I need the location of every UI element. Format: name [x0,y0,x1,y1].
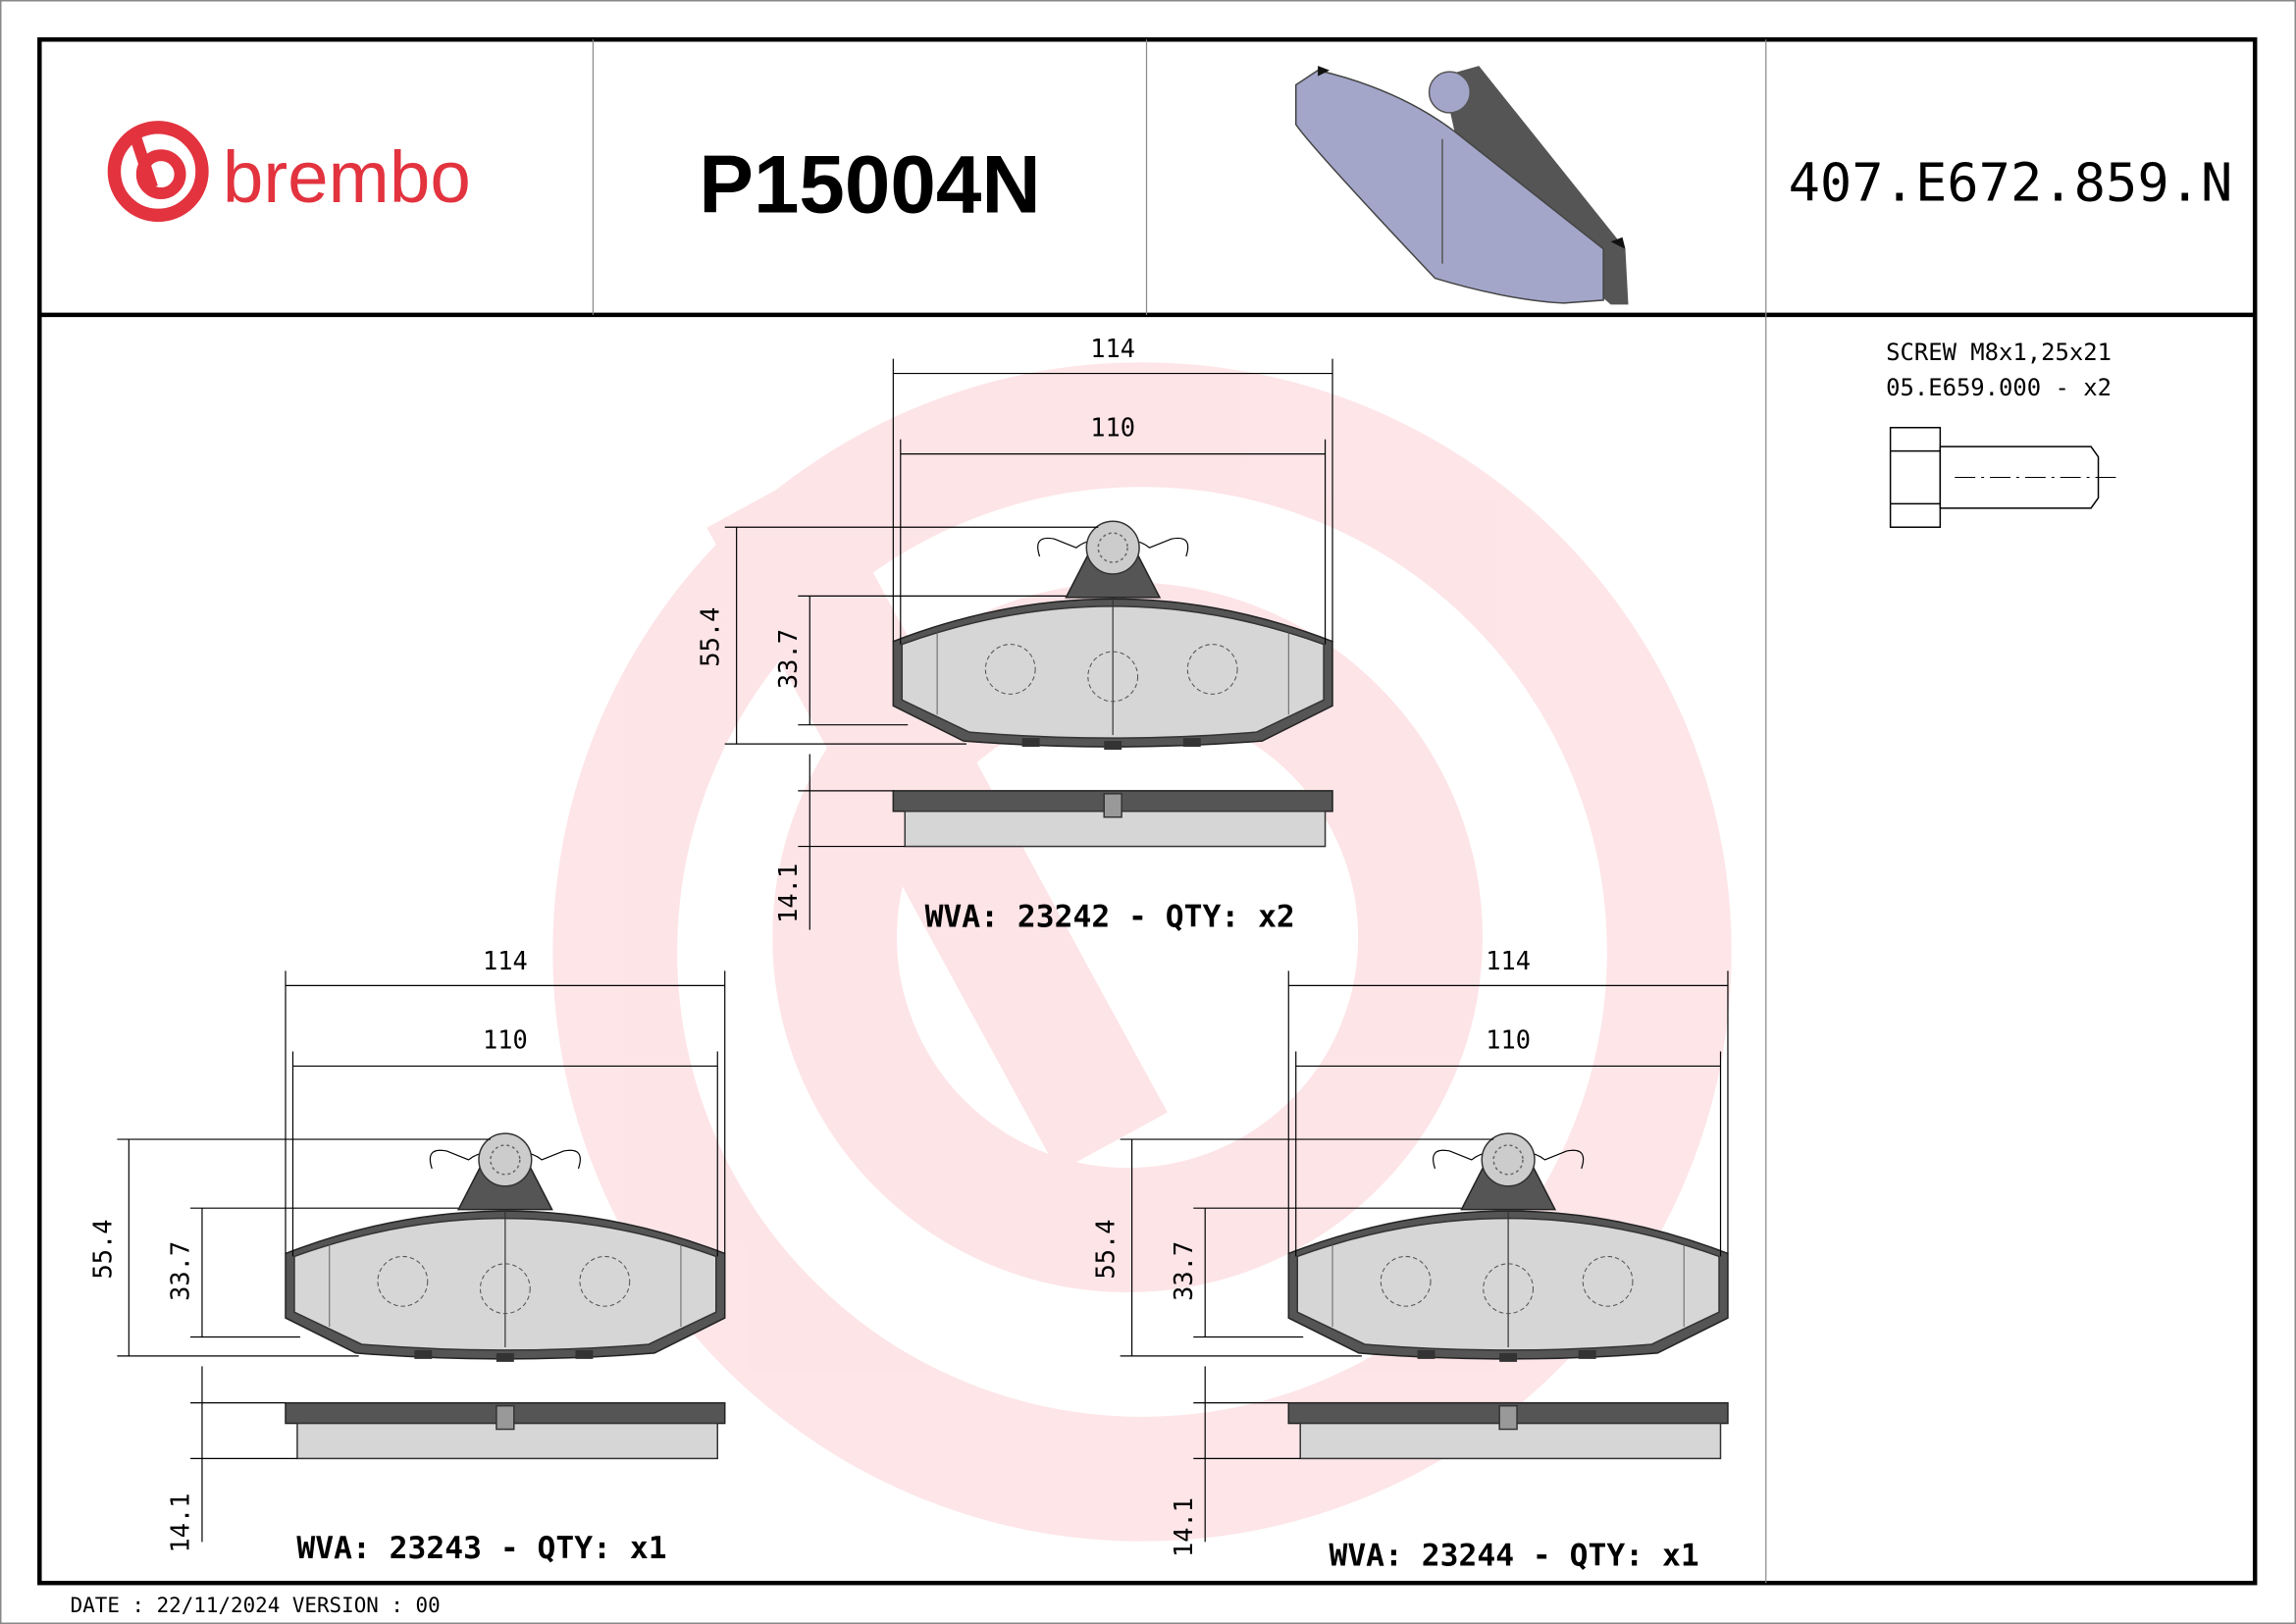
svg-text:110: 110 [1486,1025,1531,1055]
wva-label: WVA: 23244 - QTY: x1 [1329,1538,1698,1573]
pad-drawing-23243: 114 110 55.4 33.7 14.1 WVA: 23243 - QTY:… [87,946,726,1566]
screw-spec: SCREW M8x1,25x21 [1886,339,2112,366]
screw-part-number: 05.E659.000 - x2 [1886,374,2112,401]
svg-text:114: 114 [483,946,528,975]
svg-text:33.7: 33.7 [773,629,803,689]
svg-text:14.1: 14.1 [166,1493,195,1552]
svg-text:110: 110 [1090,413,1135,443]
pad-3d-image [1294,66,1629,305]
wva-label: WVA: 23242 - QTY: x2 [925,900,1295,935]
date-version: DATE : 22/11/2024 VERSION : 00 [71,1594,441,1617]
svg-text:114: 114 [1486,946,1531,975]
svg-text:110: 110 [483,1025,528,1055]
screw-illustration: SCREW M8x1,25x21 05.E659.000 - x2 [1886,339,2116,528]
svg-text:55.4: 55.4 [87,1219,117,1279]
brembo-logo: brembo [107,121,471,223]
pad-drawing-23242: 114 110 55.4 33.7 14.1 WVA: 23242 - QTY:… [696,334,1333,935]
part-number: P15004N [699,137,1040,230]
svg-text:114: 114 [1090,334,1135,363]
logo-text: brembo [223,135,471,218]
svg-text:14.1: 14.1 [773,864,803,923]
wva-label: WVA: 23243 - QTY: x1 [296,1531,666,1566]
pad-drawing-23244: 114 110 55.4 33.7 14.1 WVA: 23244 - QTY:… [1091,946,1729,1573]
svg-text:55.4: 55.4 [696,607,725,667]
svg-text:14.1: 14.1 [1169,1497,1198,1557]
svg-text:33.7: 33.7 [1169,1241,1198,1301]
reference-number: 407.E672.859.N [1789,151,2233,213]
drawing-frame [37,37,2258,1586]
svg-text:55.4: 55.4 [1091,1219,1121,1279]
svg-text:33.7: 33.7 [166,1241,195,1301]
